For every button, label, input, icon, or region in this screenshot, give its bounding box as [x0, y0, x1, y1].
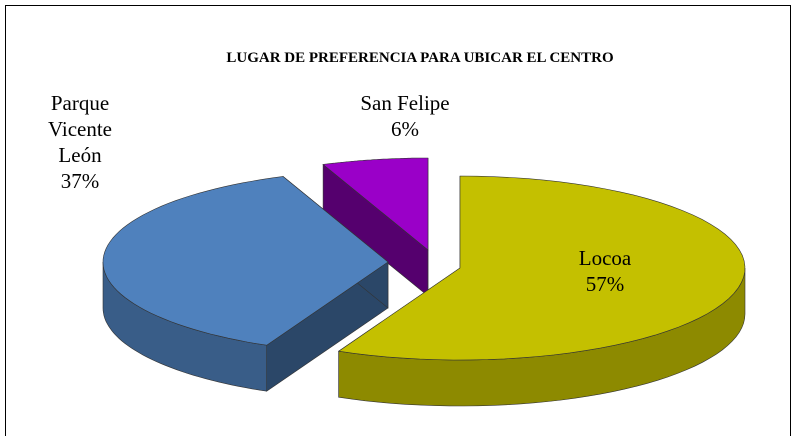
data-label-value: 37% — [61, 169, 100, 193]
slice-top — [337, 175, 746, 361]
slice — [322, 157, 429, 297]
label-line: Vicente — [48, 117, 112, 141]
data-label-name: Locoa — [579, 246, 632, 270]
data-label-value: 57% — [586, 272, 625, 296]
slice-top — [322, 157, 429, 251]
data-label-value: 6% — [391, 117, 419, 141]
slice — [102, 175, 389, 392]
slice — [337, 175, 746, 407]
label-line: Parque — [51, 91, 109, 115]
label-line: León — [58, 143, 102, 167]
data-label-name: Parque Vicente León — [48, 91, 112, 167]
data-label-name: San Felipe — [360, 91, 449, 115]
slice-top — [102, 176, 389, 346]
chart-border — [5, 5, 791, 436]
chart-title: LUGAR DE PREFERENCIA PARA UBICAR EL CENT… — [226, 50, 613, 66]
